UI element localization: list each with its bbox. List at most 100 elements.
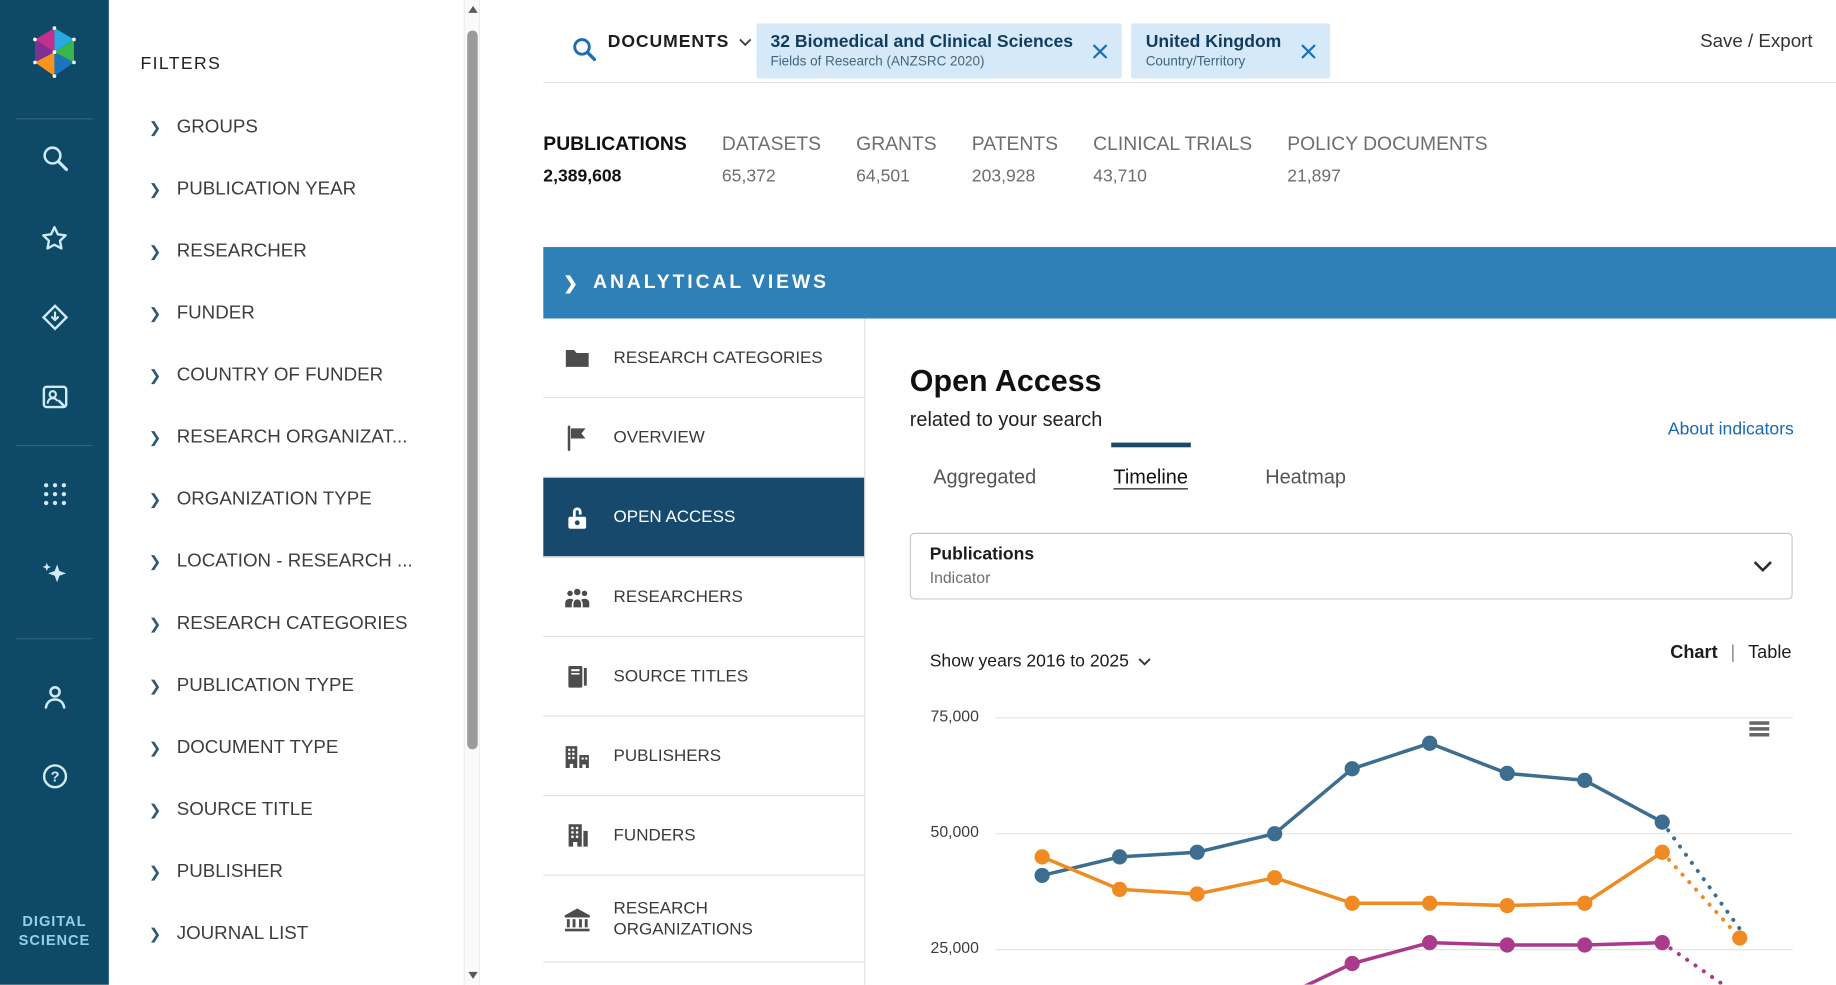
filter-item[interactable]: JOURNAL LIST [109, 903, 464, 965]
stat-label: CLINICAL TRIALS [1093, 133, 1253, 155]
analytical-menu-item[interactable]: OVERVIEW [543, 398, 865, 478]
rail-divider [16, 118, 93, 120]
stat-label: GRANTS [856, 133, 937, 155]
menu-item-label: RESEARCH CATEGORIES [613, 348, 823, 368]
stat-column[interactable]: CLINICAL TRIALS 43,710 [1093, 133, 1252, 186]
view-tab-label: Timeline [1113, 466, 1188, 489]
about-indicators-link[interactable]: About indicators [1667, 419, 1794, 440]
chevron-right-icon [149, 244, 162, 259]
analytical-menu-item[interactable]: RESEARCH ORGANIZATIONS [543, 876, 865, 963]
search-icon[interactable] [37, 141, 72, 176]
stat-value: 203,928 [971, 166, 1036, 187]
table-toggle-button[interactable]: Table [1748, 642, 1792, 663]
chevron-right-icon [149, 430, 162, 445]
stat-label: PATENTS [971, 133, 1059, 155]
chart-table-toggle: Chart | Table [1670, 643, 1791, 664]
sparkle-icon[interactable] [37, 556, 72, 591]
analytical-menu-item[interactable]: RESEARCHERS [543, 557, 865, 637]
open-access-icon [560, 499, 595, 534]
scope-label: DOCUMENTS [607, 31, 730, 52]
save-export-button[interactable]: Save / Export [1700, 31, 1813, 51]
chevron-right-icon [149, 119, 162, 134]
chip-remove-icon[interactable] [1092, 42, 1110, 60]
chevron-right-icon [563, 272, 578, 293]
menu-item-label: OVERVIEW [613, 427, 705, 447]
filter-item[interactable]: PUBLICATION TYPE [109, 655, 464, 717]
stat-column[interactable]: GRANTS 64,501 [856, 133, 937, 186]
chevron-right-icon [149, 864, 162, 879]
filter-item[interactable]: PUBLICATION YEAR [109, 158, 464, 220]
analytical-menu-item[interactable]: FUNDERS [543, 796, 865, 876]
filter-list: GROUPS PUBLICATION YEAR RESEARCHER FUNDE… [109, 96, 464, 965]
grid-dots-icon[interactable] [37, 477, 72, 512]
filter-item[interactable]: FUNDER [109, 282, 464, 344]
filter-chips: 32 Biomedical and Clinical Sciences Fiel… [756, 23, 1331, 79]
left-rail: ? DIGITAL SCIENCE [0, 0, 109, 985]
scope-selector[interactable]: DOCUMENTS [608, 0, 752, 83]
filter-item[interactable]: RESEARCH CATEGORIES [109, 592, 464, 654]
stat-column[interactable]: POLICY DOCUMENTS 21,897 [1287, 133, 1487, 186]
search-icon[interactable] [570, 35, 597, 62]
analytical-menu-item[interactable]: OPEN ACCESS [543, 477, 865, 558]
stat-column[interactable]: PUBLICATIONS 2,389,608 [543, 133, 686, 186]
filter-item-label: LOCATION - RESEARCH ... [176, 550, 413, 571]
filter-item[interactable]: SOURCE TITLE [109, 779, 464, 841]
stat-column[interactable]: DATASETS 65,372 [722, 133, 821, 186]
person-icon[interactable] [37, 679, 72, 714]
help-icon[interactable]: ? [37, 759, 72, 794]
filter-item-label: RESEARCH ORGANIZAT... [176, 426, 408, 447]
filter-item-label: COUNTRY OF FUNDER [176, 364, 384, 385]
result-type-stats: PUBLICATIONS 2,389,608 DATASETS 65,372 G… [543, 133, 1487, 186]
view-tab[interactable]: Aggregated [931, 443, 1039, 502]
filter-item[interactable]: DOCUMENT TYPE [109, 717, 464, 779]
digital-science-logo[interactable] [27, 25, 82, 80]
filter-item-label: RESEARCHER [176, 240, 307, 261]
diamond-icon[interactable] [37, 300, 72, 335]
timeline-chart[interactable]: 75,000 50,000 25,000 [865, 679, 1836, 985]
analytical-views-bar[interactable]: ANALYTICAL VIEWS [543, 247, 1836, 319]
chevron-right-icon [149, 802, 162, 817]
filter-item[interactable]: PUBLISHER [109, 841, 464, 903]
rail-group-bottom: ? [0, 679, 109, 794]
y-axis-tick-label: 25,000 [930, 939, 979, 957]
chart-context-menu-icon[interactable] [1749, 721, 1770, 736]
stat-value: 64,501 [856, 166, 910, 187]
filter-item-label: FUNDER [176, 302, 255, 323]
filter-item[interactable]: RESEARCH ORGANIZAT... [109, 406, 464, 468]
chevron-down-icon [739, 37, 752, 46]
analytical-menu-item[interactable]: RESEARCH CATEGORIES [543, 318, 865, 399]
stat-column[interactable]: PATENTS 203,928 [972, 133, 1058, 186]
rail-divider [16, 444, 93, 447]
filter-item-label: RESEARCH CATEGORIES [176, 612, 408, 633]
analytical-menu-item[interactable]: SOURCE TITLES [543, 637, 865, 717]
wordmark-line1: DIGITAL [22, 913, 87, 930]
chip-remove-icon[interactable] [1300, 42, 1318, 60]
chevron-down-icon [1138, 656, 1151, 666]
chevron-right-icon [149, 740, 162, 755]
flag-icon [560, 420, 595, 455]
scroll-up-icon[interactable] [468, 5, 478, 13]
filter-item[interactable]: GROUPS [109, 96, 464, 158]
filter-item[interactable]: ORGANIZATION TYPE [109, 468, 464, 530]
view-tab[interactable]: Heatmap [1263, 443, 1348, 502]
filters-scrollbar[interactable] [463, 0, 481, 985]
indicator-select[interactable]: Publications Indicator [909, 532, 1793, 600]
filter-item[interactable]: RESEARCHER [109, 220, 464, 282]
filter-item[interactable]: COUNTRY OF FUNDER [109, 344, 464, 406]
view-tab[interactable]: Timeline [1111, 442, 1191, 502]
filter-item-label: DOCUMENT TYPE [176, 737, 339, 757]
chip-title: United Kingdom [1145, 31, 1282, 52]
filter-item[interactable]: LOCATION - RESEARCH ... [109, 530, 464, 592]
svg-text:?: ? [50, 770, 59, 786]
rail-group-top [0, 141, 109, 415]
person-search-icon[interactable] [37, 379, 72, 414]
scroll-down-icon[interactable] [468, 971, 478, 979]
analytical-menu-item[interactable]: PUBLISHERS [543, 717, 865, 797]
filter-item-label: PUBLISHER [176, 861, 283, 882]
show-years-label: Show years 2016 to 2025 [929, 651, 1129, 671]
scrollbar-thumb[interactable] [467, 30, 478, 750]
show-years-control[interactable]: Show years 2016 to 2025 [930, 651, 1151, 671]
chart-toggle-button[interactable]: Chart [1670, 642, 1718, 663]
star-icon[interactable] [37, 220, 72, 255]
